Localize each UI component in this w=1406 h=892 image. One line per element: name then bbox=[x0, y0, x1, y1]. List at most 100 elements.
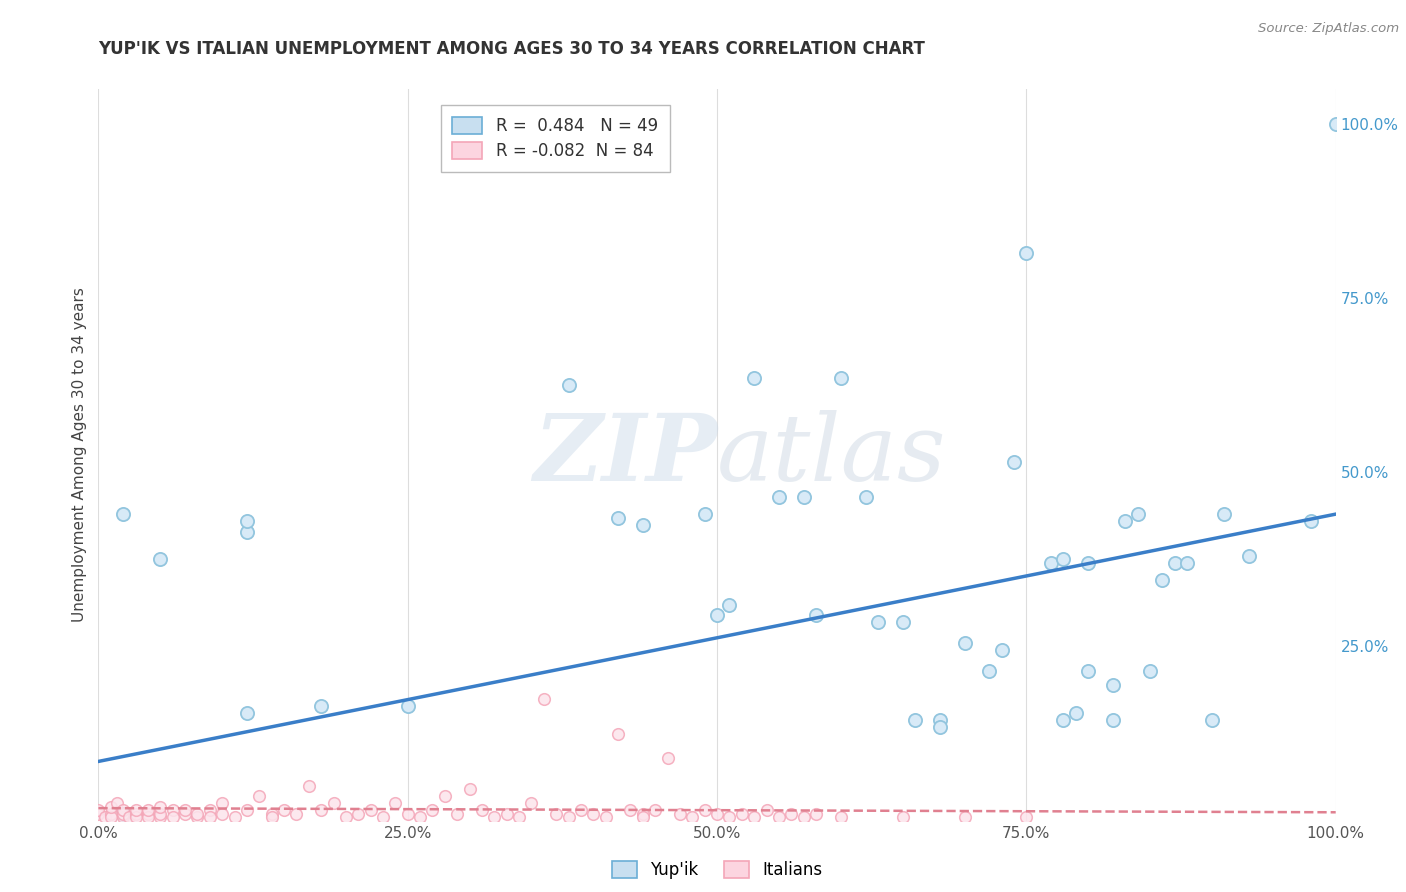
Text: atlas: atlas bbox=[717, 410, 946, 500]
Point bbox=[1213, 507, 1236, 521]
Point bbox=[236, 803, 259, 817]
Point bbox=[174, 803, 197, 817]
Point bbox=[693, 507, 716, 521]
Point bbox=[755, 803, 778, 817]
Point bbox=[928, 720, 950, 734]
Point bbox=[595, 810, 617, 824]
Point bbox=[93, 810, 115, 824]
Point bbox=[631, 517, 654, 532]
Point bbox=[1324, 117, 1347, 131]
Point bbox=[100, 806, 122, 821]
Legend: Yup'ik, Italians: Yup'ik, Italians bbox=[606, 854, 828, 886]
Point bbox=[631, 806, 654, 821]
Point bbox=[582, 806, 605, 821]
Point bbox=[891, 810, 914, 824]
Point bbox=[409, 810, 432, 824]
Point bbox=[112, 803, 135, 817]
Point bbox=[112, 806, 135, 821]
Point bbox=[619, 803, 641, 817]
Point bbox=[742, 371, 765, 385]
Point bbox=[953, 810, 976, 824]
Point bbox=[731, 806, 754, 821]
Point bbox=[1139, 664, 1161, 678]
Point bbox=[569, 803, 592, 817]
Point bbox=[557, 810, 579, 824]
Point bbox=[335, 810, 357, 824]
Point bbox=[718, 810, 741, 824]
Point bbox=[211, 796, 233, 810]
Point bbox=[1052, 713, 1074, 727]
Point bbox=[1114, 514, 1136, 528]
Point bbox=[112, 806, 135, 821]
Point bbox=[260, 806, 283, 821]
Point bbox=[1077, 664, 1099, 678]
Point bbox=[458, 782, 481, 797]
Point bbox=[87, 806, 110, 821]
Point bbox=[136, 806, 159, 821]
Point bbox=[309, 698, 332, 713]
Point bbox=[1299, 514, 1322, 528]
Point bbox=[1064, 706, 1087, 720]
Point bbox=[224, 810, 246, 824]
Text: YUP'IK VS ITALIAN UNEMPLOYMENT AMONG AGES 30 TO 34 YEARS CORRELATION CHART: YUP'IK VS ITALIAN UNEMPLOYMENT AMONG AGE… bbox=[98, 40, 925, 58]
Point bbox=[433, 789, 456, 804]
Point bbox=[446, 806, 468, 821]
Point bbox=[198, 810, 221, 824]
Point bbox=[804, 608, 827, 623]
Point bbox=[124, 806, 146, 821]
Point bbox=[484, 810, 506, 824]
Point bbox=[162, 810, 184, 824]
Point bbox=[162, 803, 184, 817]
Point bbox=[866, 615, 889, 629]
Point bbox=[236, 706, 259, 720]
Point bbox=[100, 799, 122, 814]
Point bbox=[118, 810, 141, 824]
Point bbox=[718, 598, 741, 612]
Point bbox=[100, 810, 122, 824]
Point bbox=[149, 806, 172, 821]
Point bbox=[533, 691, 555, 706]
Point bbox=[742, 810, 765, 824]
Point bbox=[1040, 556, 1063, 570]
Point bbox=[186, 806, 208, 821]
Point bbox=[149, 810, 172, 824]
Point bbox=[706, 608, 728, 623]
Point bbox=[371, 810, 394, 824]
Point bbox=[396, 698, 419, 713]
Text: ZIP: ZIP bbox=[533, 410, 717, 500]
Point bbox=[309, 803, 332, 817]
Point bbox=[285, 806, 308, 821]
Point bbox=[1052, 552, 1074, 566]
Point bbox=[793, 490, 815, 504]
Point bbox=[607, 726, 630, 740]
Point bbox=[657, 751, 679, 765]
Point bbox=[247, 789, 270, 804]
Point bbox=[124, 810, 146, 824]
Point bbox=[557, 378, 579, 392]
Point bbox=[928, 713, 950, 727]
Point bbox=[644, 803, 666, 817]
Point bbox=[669, 806, 692, 821]
Point bbox=[953, 636, 976, 650]
Point bbox=[1015, 810, 1038, 824]
Point bbox=[607, 510, 630, 524]
Point bbox=[298, 779, 321, 793]
Point bbox=[105, 796, 128, 810]
Point bbox=[198, 803, 221, 817]
Point bbox=[855, 490, 877, 504]
Point bbox=[1175, 556, 1198, 570]
Point bbox=[891, 615, 914, 629]
Point bbox=[768, 810, 790, 824]
Point bbox=[149, 799, 172, 814]
Point bbox=[360, 803, 382, 817]
Point bbox=[495, 806, 517, 821]
Point bbox=[706, 806, 728, 821]
Point bbox=[236, 524, 259, 539]
Point bbox=[804, 806, 827, 821]
Point bbox=[236, 514, 259, 528]
Point bbox=[211, 806, 233, 821]
Point bbox=[422, 803, 444, 817]
Point bbox=[124, 803, 146, 817]
Point bbox=[112, 810, 135, 824]
Point bbox=[1015, 246, 1038, 260]
